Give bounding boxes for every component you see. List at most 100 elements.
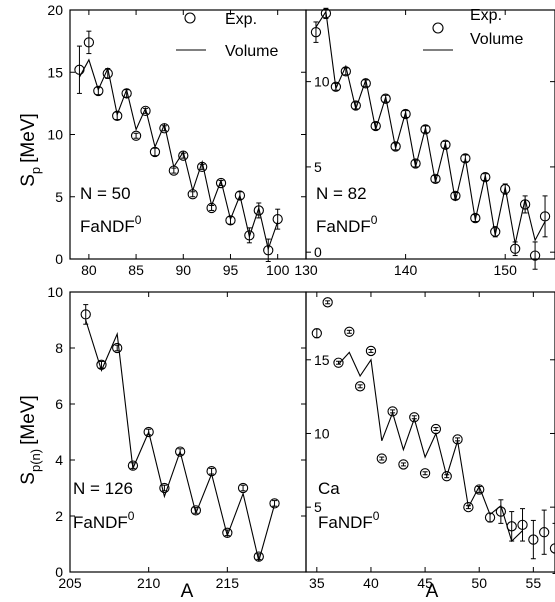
exp-point xyxy=(510,243,521,254)
exp-point xyxy=(410,158,421,169)
volume-line xyxy=(78,58,279,251)
volume-line xyxy=(85,319,276,561)
top-ylabel-s: S xyxy=(18,174,39,187)
x-tick-label: 40 xyxy=(363,575,379,591)
y-tick-label: 10 xyxy=(47,127,63,143)
bottom-ylabel: Sp(n) [MeV] xyxy=(18,395,43,484)
y-tick-label: 15 xyxy=(314,352,330,368)
y-tick-label: 5 xyxy=(55,189,63,205)
annotation-main: N = 82 xyxy=(316,184,367,203)
x-tick-label: 130 xyxy=(294,262,318,278)
legend-n82: Exp. Volume xyxy=(423,7,523,51)
exp-point xyxy=(419,468,431,479)
x-tick-label: 210 xyxy=(137,575,161,591)
x-tick-label: 140 xyxy=(394,262,418,278)
y-tick-label: 4 xyxy=(55,452,63,468)
y-tick-label: 6 xyxy=(55,396,63,412)
exp-point xyxy=(484,512,496,523)
legend-n50: Exp. Volume xyxy=(176,11,278,60)
exp-point xyxy=(215,177,227,189)
exp-point xyxy=(409,412,420,423)
x-tick-label: 55 xyxy=(526,575,542,591)
exp-point xyxy=(234,190,246,201)
annotation-model: FaNDF0 xyxy=(80,213,142,236)
exp-point xyxy=(272,214,283,225)
y-tick-label: 8 xyxy=(55,340,63,356)
top-ylabel-unit: [MeV] xyxy=(18,113,39,163)
exp-point xyxy=(112,342,123,354)
y-tick-label: 0 xyxy=(55,251,63,267)
exp-point xyxy=(398,459,409,470)
annotation-model-sup: 0 xyxy=(135,213,142,227)
exp-point xyxy=(539,211,551,222)
exp-point xyxy=(263,245,274,256)
xlabel-right: A xyxy=(426,581,439,602)
x-tick-label: 50 xyxy=(471,575,487,591)
exp-point xyxy=(311,328,322,339)
exp-point xyxy=(244,230,255,241)
exp-point xyxy=(480,171,491,183)
panel-n82: 130 140 150 0 5 10 N = 82 FaNDF0 xyxy=(294,7,555,278)
legend-exp-marker xyxy=(432,22,444,34)
x-tick-label: 150 xyxy=(494,262,518,278)
y-tick-label: 0 xyxy=(55,564,63,580)
y-tick-label: 10 xyxy=(314,74,330,90)
y-tick-label: 10 xyxy=(47,284,63,300)
exp-point xyxy=(310,27,322,38)
exp-point xyxy=(322,297,333,308)
annotation-model-name: FaNDF xyxy=(80,217,135,236)
x-tick-label: 45 xyxy=(417,575,433,591)
legend-exp-label: Exp. xyxy=(225,11,257,28)
annotation-main: N = 126 xyxy=(73,479,133,498)
top-ylabel-sub: p xyxy=(28,167,43,174)
annotation-model-name: FaNDF xyxy=(73,513,128,532)
x-tick-label: 85 xyxy=(128,262,144,278)
exp-point xyxy=(400,108,411,120)
x-tick-label: 215 xyxy=(216,575,240,591)
exp-point xyxy=(500,183,511,195)
x-tick-label: 100 xyxy=(266,262,290,278)
annotation-model-sup: 0 xyxy=(128,509,135,523)
x-tick-label: 90 xyxy=(175,262,191,278)
exp-point xyxy=(539,527,550,538)
x-tick-label: 205 xyxy=(58,575,82,591)
y-tick-label: 0 xyxy=(314,244,322,260)
bottom-ylabel-sub: p(n) xyxy=(28,449,43,472)
exp-point xyxy=(517,519,528,530)
exp-point xyxy=(253,551,264,562)
annotation-model-name: FaNDF xyxy=(316,217,371,236)
exp-point xyxy=(222,527,233,538)
legend-volume-label: Volume xyxy=(225,43,278,60)
annotation-model: FaNDF0 xyxy=(316,213,378,236)
exp-point xyxy=(333,357,344,368)
x-tick-label: 80 xyxy=(81,262,97,278)
exp-point xyxy=(430,173,441,184)
exp-point xyxy=(269,498,280,509)
exp-point xyxy=(174,446,186,457)
volume-line xyxy=(338,351,523,543)
legend-exp-marker xyxy=(184,12,196,24)
exp-point xyxy=(463,502,474,513)
legend-exp-label: Exp. xyxy=(470,7,502,24)
exp-point xyxy=(387,406,398,417)
y-tick-label: 5 xyxy=(314,499,322,515)
exp-point xyxy=(112,110,123,121)
exp-point xyxy=(420,124,431,135)
plot-frame xyxy=(305,9,555,260)
exp-point xyxy=(529,250,541,261)
exp-point xyxy=(440,139,451,150)
legend-volume-label: Volume xyxy=(470,31,523,48)
xlabel-left: A xyxy=(181,581,194,602)
exp-point xyxy=(140,105,151,116)
y-tick-label: 2 xyxy=(55,508,63,524)
annotation-model-sup: 0 xyxy=(373,509,380,523)
exp-point xyxy=(490,226,501,237)
y-tick-label: 5 xyxy=(314,159,322,175)
exp-point xyxy=(470,212,481,224)
exp-point xyxy=(344,326,355,337)
plot-frame xyxy=(305,291,555,573)
x-tick-label: 95 xyxy=(223,262,239,278)
